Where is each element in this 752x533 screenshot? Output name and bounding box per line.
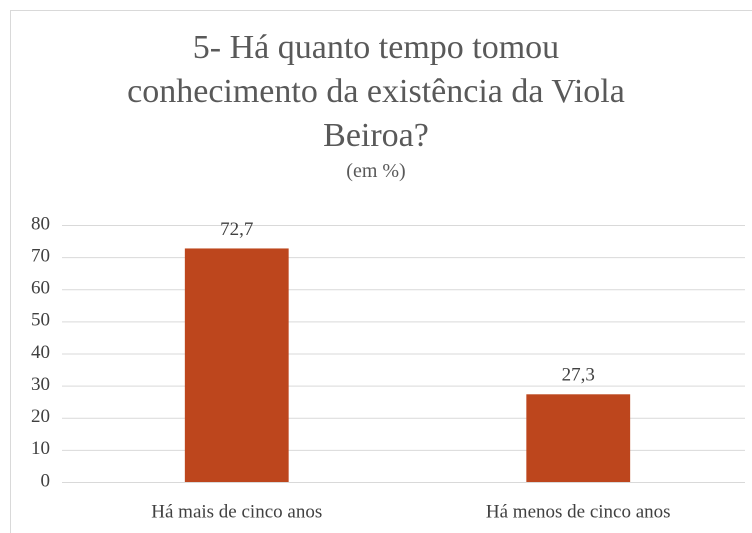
x-tick-label: Há menos de cinco anos xyxy=(486,501,671,522)
value-label: 27,3 xyxy=(562,365,595,386)
chart-title: 5- Há quanto tempo tomou conhecimento da… xyxy=(127,29,625,154)
y-tick-label: 10 xyxy=(31,438,50,459)
y-tick-label: 20 xyxy=(31,406,50,427)
y-tick-label: 50 xyxy=(31,310,50,331)
bar xyxy=(184,248,289,482)
chart-subtitle: (em %) xyxy=(346,160,406,182)
bar xyxy=(526,394,631,482)
value-label: 72,7 xyxy=(220,219,253,240)
y-tick-label: 0 xyxy=(41,470,51,491)
chart-border xyxy=(10,10,752,533)
y-tick-label: 80 xyxy=(31,213,50,234)
y-tick-label: 30 xyxy=(31,374,50,395)
y-tick-label: 70 xyxy=(31,245,50,266)
x-tick-label: Há mais de cinco anos xyxy=(151,501,322,522)
y-tick-label: 60 xyxy=(31,278,50,299)
y-tick-label: 40 xyxy=(31,342,50,363)
